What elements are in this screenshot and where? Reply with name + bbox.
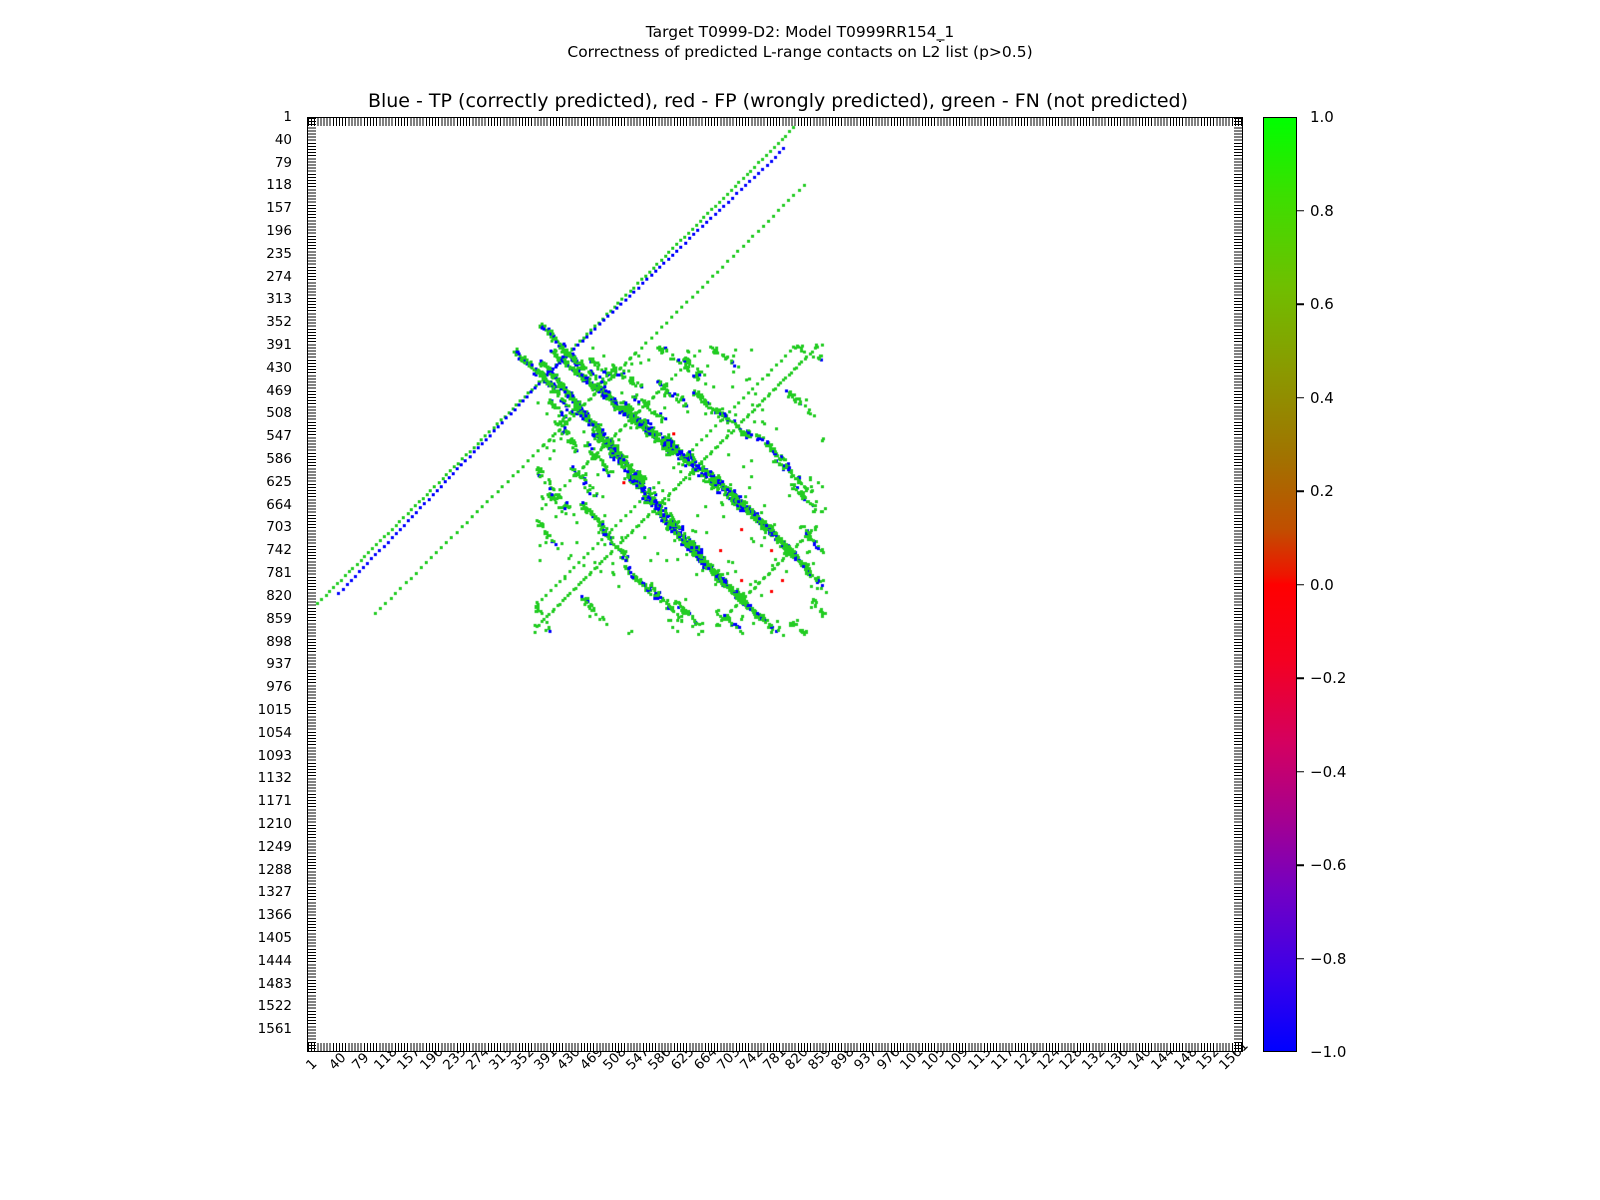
y-axis-tick-label: 1483 [257,975,292,992]
y-axis-tick-label: 1444 [257,952,292,969]
y-axis-tick-label: 1171 [257,793,292,810]
x-axis-tick-label: 40 [325,1049,350,1074]
y-axis-tick-label: 742 [266,542,292,559]
y-axis-tick-label: 664 [266,496,292,513]
colorbar-tick-labels: 1.0 0.8 0.6 0.4 0.2 0.0 −0.2 −0.4 −0.6 −0.8 −1.0 [1297,108,1417,1061]
y-axis-tick-label: 1288 [257,861,292,878]
y-axis-tick-label: 703 [266,519,292,536]
figure-legend-text: Blue - TP (correctly predicted), red - F… [367,90,1189,112]
colorbar-tick-mark [1297,583,1304,586]
colorbar-tick-label: 0.6 [1310,295,1334,313]
y-axis-tick-label: 781 [266,565,292,582]
y-axis-tick-label: 40 [274,131,292,148]
figure-subtitle-suffix: list (p>0.5) [940,43,1033,61]
figure-subtitle-prefix: Correctness of predicted L-range contact… [567,43,931,61]
y-axis-tick-labels: 1 40 79 118 157 196 235 274 313 352 391 430 469 508 54… [0,109,300,1052]
y-axis-tick-label: 1522 [257,998,292,1015]
y-axis-tick-label: 352 [266,314,292,331]
x-axis-tick-label: 79 [348,1049,373,1074]
y-axis-tick-label: 1327 [257,884,292,901]
colorbar-tick-label: 0.4 [1310,388,1334,407]
y-axis-tick-label: 469 [266,382,292,399]
y-axis-tick-label: 235 [266,245,292,262]
y-axis-tick-label: 391 [266,337,292,354]
figure-subtitle-overbar-term: 2 [930,41,942,61]
colorbar-tick-label: 0.8 [1310,201,1334,220]
colorbar-tick-label: 1.0 [1310,108,1334,126]
colorbar-tick-mark [1297,303,1304,305]
colorbar-tick-mark [1297,490,1304,492]
contact-map-canvas[interactable] [308,118,1242,1051]
colorbar-tick-label: 0.0 [1310,575,1334,594]
y-axis-tick-label: 79 [274,154,292,171]
y-axis-tick-label: 1093 [257,747,292,764]
contact-map-plot-area[interactable] [307,117,1243,1052]
colorbar-tick-mark [1297,957,1304,960]
y-axis-tick-label: 508 [266,405,292,422]
y-axis-tick-label: 1366 [257,907,292,924]
y-axis-tick-label: 1210 [257,815,292,832]
y-axis-tick-label: 1561 [257,1021,292,1038]
x-axis-tick-labels: 1 40 79 118 157 196 235 274 313 352 391 430 469 508 54… [303,1038,1252,1172]
y-axis-tick-label: 859 [266,610,292,627]
colorbar-tick-label: −0.4 [1310,762,1347,781]
colorbar-tick-label: −0.2 [1310,669,1347,687]
colorbar-tick-label: −1.0 [1310,1043,1347,1061]
colorbar-tick-mark [1297,770,1304,773]
colorbar-tick-label: −0.8 [1310,949,1347,968]
y-axis-tick-label: 196 [266,223,292,240]
figure-title-line1: Target T0999-D2: Model T0999RR154_1 [645,23,955,41]
y-axis-tick-label: 1015 [257,701,292,718]
colorbar-tick-mark [1297,677,1304,679]
colorbar-tick-mark [1297,209,1304,212]
y-axis-tick-label: 1132 [257,770,292,787]
colorbar-tick-label: −0.6 [1310,856,1347,874]
colorbar-gradient [1263,117,1297,1052]
y-axis-tick-label: 586 [266,451,292,468]
colorbar-tick-mark [1297,864,1304,866]
figure-title-line2: Correctness of predicted L-range contact… [0,41,1600,62]
y-axis-tick-label: 1054 [257,724,292,741]
colorbar: 1.0 0.8 0.6 0.4 0.2 0.0 −0.2 −0.4 −0.6 −0.8 −1.0 [1263,108,1346,1061]
y-axis-tick-label: 1 [283,109,292,125]
y-axis-tick-label: 118 [266,177,292,194]
y-axis-tick-label: 1249 [257,838,292,855]
y-axis-tick-label: 898 [266,633,292,650]
y-axis-tick-label: 976 [266,679,292,696]
y-axis-tick-label: 430 [266,359,292,376]
colorbar-tick-label: 0.2 [1310,482,1334,500]
y-axis-tick-label: 547 [266,428,292,445]
figure-title-block: Target T0999-D2: Model T0999RR154_1 Corr… [0,22,1600,62]
x-axis-tick-label: 1 [303,1055,321,1074]
y-axis-tick-label: 820 [266,587,292,604]
y-axis-tick-label: 274 [266,268,292,285]
y-axis-tick-label: 937 [266,656,292,673]
colorbar-tick-mark [1297,396,1304,399]
y-axis-tick-label: 157 [266,200,292,217]
y-axis-tick-label: 313 [266,291,292,308]
y-axis-tick-label: 625 [266,473,292,490]
y-axis-tick-label: 1405 [257,929,292,946]
